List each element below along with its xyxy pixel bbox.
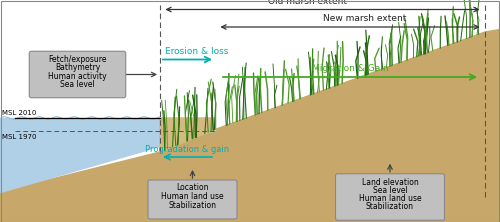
Polygon shape — [0, 30, 500, 222]
Text: Erosion & loss: Erosion & loss — [165, 46, 228, 56]
Text: Progradation & gain: Progradation & gain — [146, 145, 230, 153]
Text: Migration & Gain: Migration & Gain — [312, 64, 388, 73]
FancyBboxPatch shape — [29, 51, 126, 98]
Text: Fetch/exposure: Fetch/exposure — [48, 55, 107, 64]
Text: Bathymetry: Bathymetry — [55, 63, 100, 72]
FancyBboxPatch shape — [336, 174, 444, 220]
Text: Sea level: Sea level — [60, 80, 95, 89]
Polygon shape — [0, 118, 215, 192]
Text: Human land use: Human land use — [161, 192, 224, 201]
Text: Stabilization: Stabilization — [168, 201, 216, 210]
Text: Sea level: Sea level — [372, 186, 408, 195]
Text: Land elevation: Land elevation — [362, 178, 418, 187]
Text: Human land use: Human land use — [358, 194, 422, 203]
Text: Old marsh extent: Old marsh extent — [268, 0, 347, 6]
Text: Location: Location — [176, 183, 209, 192]
Polygon shape — [160, 118, 215, 152]
FancyBboxPatch shape — [148, 180, 237, 219]
Text: Stabilization: Stabilization — [366, 202, 414, 212]
Text: Human activity: Human activity — [48, 72, 107, 81]
Text: New marsh extent: New marsh extent — [324, 14, 406, 23]
Text: MSL 1970: MSL 1970 — [2, 133, 37, 139]
Text: MSL 2010: MSL 2010 — [2, 110, 37, 116]
